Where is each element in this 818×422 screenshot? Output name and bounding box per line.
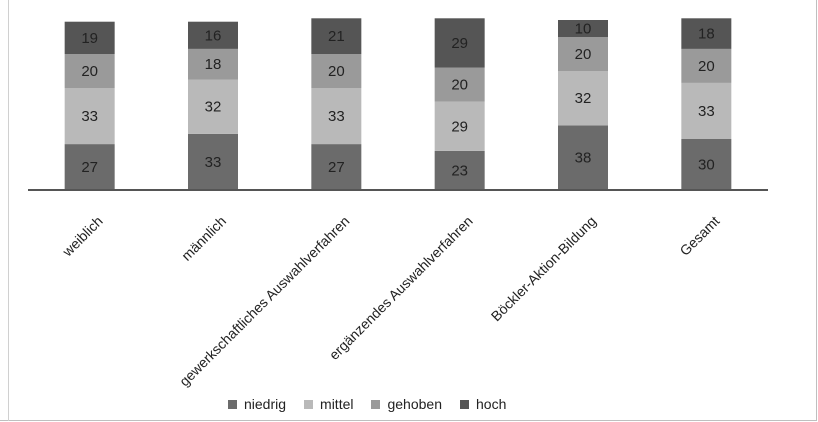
data-label-niedrig-1: 27	[81, 159, 98, 176]
data-label-mittel-6: 33	[698, 103, 715, 120]
data-label-hoch-3: 21	[328, 28, 345, 45]
bar-segment-niedrig-5	[558, 125, 608, 190]
bar-segment-gehoben-4	[434, 67, 485, 102]
legend-item-niedrig: niedrig	[228, 396, 286, 412]
stacked-bar-chart: 27 33 20 19 33 32 18 16 27 33 20 21 23 29 20 29 38 32 20 10…	[28, 18, 768, 389]
legend-label-gehoben: gehoben	[387, 396, 442, 412]
data-label-niedrig-6: 30	[698, 157, 715, 174]
legend-swatch-niedrig	[228, 399, 237, 409]
legend-label-mittel: mittel	[320, 396, 354, 412]
category-label-1: weiblich	[59, 213, 106, 260]
data-label-hoch-1: 19	[81, 30, 98, 47]
data-label-niedrig-3: 27	[328, 159, 345, 176]
category-label-6: Gesamt	[676, 213, 722, 259]
data-label-mittel-4: 29	[451, 118, 468, 135]
segment-labels-group: 27 33 20 19 33 32 18 16 27 33 20 21 23 29 20 29 38 32 20 10…	[81, 21, 714, 180]
bar-segment-niedrig-6	[681, 139, 732, 190]
data-label-gehoben-1: 20	[81, 63, 98, 80]
legend-label-hoch: hoch	[476, 396, 507, 412]
category-label-5: Böckler-Aktion-Bildung	[488, 213, 599, 324]
bar-segment-hoch-2	[188, 21, 238, 49]
bar-segment-gehoben-1	[64, 54, 115, 88]
data-label-mittel-2: 32	[205, 99, 222, 116]
left-border	[8, 0, 9, 421]
bar-segment-mittel-5	[558, 71, 608, 126]
data-label-hoch-4: 29	[451, 35, 468, 52]
data-label-mittel-3: 33	[328, 108, 345, 125]
category-label-2: männlich	[178, 213, 229, 264]
data-label-niedrig-2: 33	[205, 154, 222, 171]
legend-swatch-hoch	[460, 399, 469, 409]
bar-segment-mittel-1	[64, 88, 115, 145]
data-label-niedrig-5: 38	[575, 150, 592, 167]
legend-item-gehoben: gehoben	[371, 396, 442, 412]
bar-segment-hoch-5	[558, 20, 608, 37]
bars-group	[64, 18, 732, 190]
bar-segment-gehoben-2	[188, 48, 238, 80]
data-label-gehoben-6: 20	[698, 58, 715, 75]
bar-segment-gehoben-6	[681, 48, 732, 83]
data-label-mittel-1: 33	[81, 108, 98, 125]
bar-segment-hoch-4	[434, 18, 485, 68]
bar-segment-gehoben-3	[311, 54, 362, 88]
bar-segment-gehoben-5	[558, 37, 608, 71]
bar-segment-niedrig-3	[311, 144, 362, 190]
data-label-gehoben-2: 18	[205, 56, 222, 73]
bar-segment-niedrig-4	[434, 150, 485, 190]
data-label-hoch-5: 10	[575, 21, 592, 38]
legend-item-mittel: mittel	[304, 396, 353, 412]
data-label-niedrig-4: 23	[451, 162, 468, 179]
bar-segment-hoch-6	[681, 18, 732, 49]
data-label-hoch-6: 18	[698, 26, 715, 43]
legend-item-hoch: hoch	[460, 396, 506, 412]
legend-swatch-mittel	[304, 399, 314, 409]
legend: niedrig mittel gehoben hoch	[228, 396, 506, 412]
bar-segment-hoch-3	[311, 18, 362, 54]
bar-segment-mittel-6	[681, 82, 732, 139]
data-label-gehoben-5: 20	[575, 46, 592, 63]
bar-segment-hoch-1	[64, 21, 115, 54]
bar-segment-mittel-4	[434, 101, 485, 151]
data-label-hoch-2: 16	[205, 27, 222, 44]
category-label-4: ergänzendes Auswahlverfahren	[326, 213, 476, 363]
bar-segment-niedrig-2	[188, 133, 238, 190]
data-label-mittel-5: 32	[575, 90, 592, 107]
bar-segment-niedrig-1	[64, 144, 115, 190]
data-label-gehoben-3: 20	[328, 63, 345, 80]
data-label-gehoben-4: 20	[451, 77, 468, 94]
legend-swatch-gehoben	[371, 399, 381, 409]
bar-segment-mittel-3	[311, 88, 362, 145]
bar-segment-mittel-2	[188, 79, 238, 134]
legend-label-niedrig: niedrig	[244, 396, 287, 412]
